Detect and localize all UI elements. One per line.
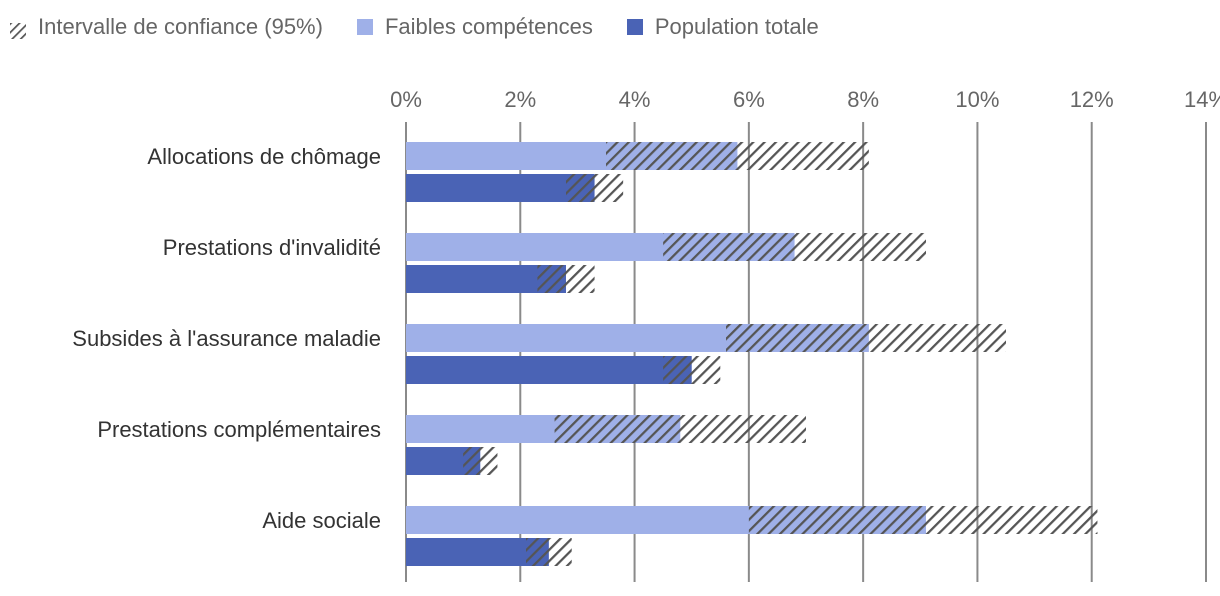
ci-low-skills (606, 142, 869, 170)
category-label: Prestations complémentaires (97, 417, 381, 442)
x-tick-label: 10% (955, 87, 999, 112)
x-tick-label: 12% (1070, 87, 1114, 112)
ci-total-population (537, 265, 595, 293)
chart-legend: Intervalle de confiance (95%) Faibles co… (10, 10, 819, 44)
x-tick-label: 8% (847, 87, 879, 112)
ci-low-skills (554, 415, 806, 443)
legend-item-ci: Intervalle de confiance (95%) (10, 14, 323, 40)
category-label: Allocations de chômage (147, 144, 381, 169)
legend-label-ci: Intervalle de confiance (95%) (38, 14, 323, 39)
ci-total-population (663, 356, 721, 384)
bar-total-population (406, 356, 692, 384)
ci-low-skills (663, 233, 926, 261)
x-tick-label: 2% (504, 87, 536, 112)
category-label: Aide sociale (262, 508, 381, 533)
x-tick-label: 0% (390, 87, 422, 112)
legend-item-total-population: Population totale (626, 14, 819, 40)
x-tick-label: 14% (1184, 87, 1220, 112)
ci-total-population (526, 538, 572, 566)
bar-total-population (406, 538, 549, 566)
x-tick-label: 6% (733, 87, 765, 112)
ci-total-population (566, 174, 624, 202)
legend-swatch-hatched (10, 19, 26, 39)
ci-low-skills (748, 506, 1098, 534)
category-label: Subsides à l'assurance maladie (72, 326, 381, 351)
ci-total-population (463, 447, 498, 475)
category-label: Prestations d'invalidité (163, 235, 381, 260)
legend-label-low-skills: Faibles compétences (384, 14, 593, 39)
bar-total-population (406, 174, 595, 202)
legend-label-total-population: Population totale (654, 14, 819, 39)
legend-swatch-total-population (626, 19, 643, 35)
legend-item-low-skills: Faibles compétences (356, 14, 593, 40)
legend-swatch-low-skills (356, 19, 373, 35)
x-tick-label: 4% (619, 87, 651, 112)
ci-low-skills (726, 324, 1006, 352)
